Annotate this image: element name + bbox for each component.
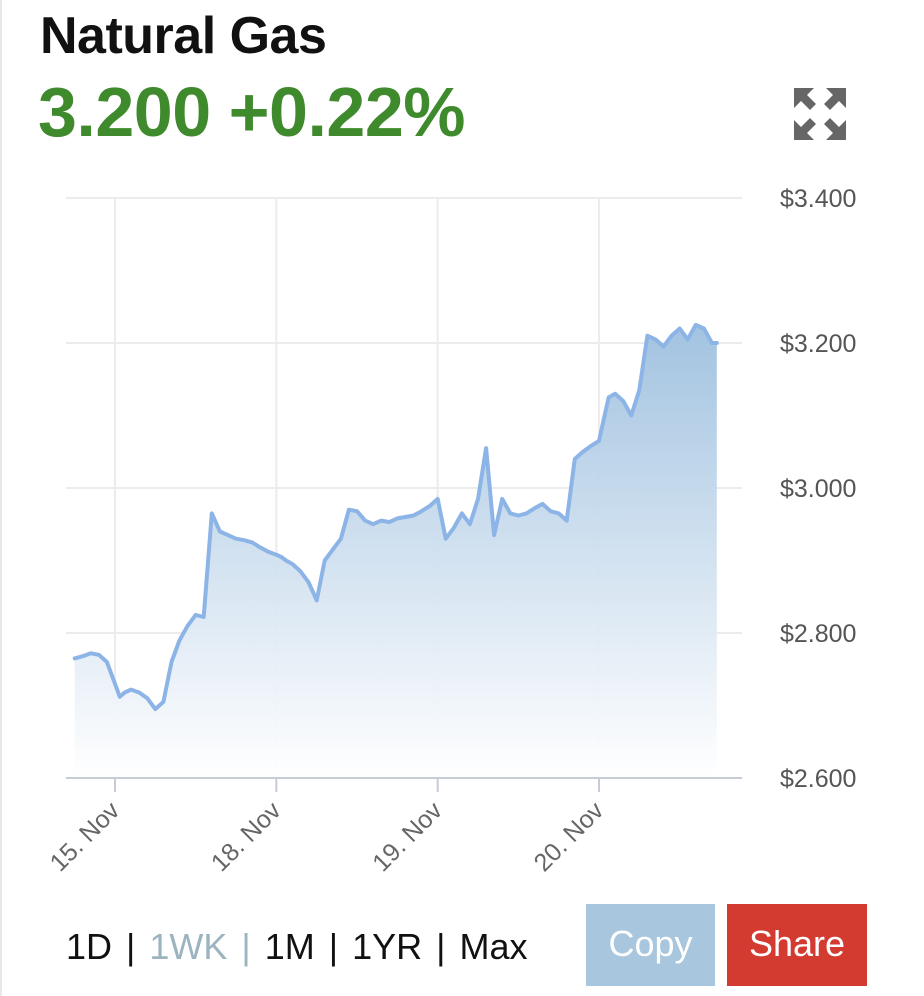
copy-button[interactable]: Copy (586, 904, 715, 986)
x-tick-label: 19. Nov (367, 796, 448, 877)
y-tick-label: $3.200 (780, 330, 856, 358)
range-separator: | (126, 926, 136, 967)
y-tick-label: $3.400 (780, 185, 856, 213)
expand-button[interactable] (792, 86, 848, 142)
y-tick-label: $3.000 (780, 475, 856, 503)
range-1yr[interactable]: 1YR (352, 926, 423, 967)
series-line (72, 322, 719, 712)
price-change: +0.22% (228, 73, 466, 151)
range-1d[interactable]: 1D (66, 926, 113, 967)
range-max[interactable]: Max (459, 926, 528, 967)
range-separator: | (436, 926, 446, 967)
share-button[interactable]: Share (727, 904, 867, 986)
y-tick-label: $2.600 (780, 765, 856, 793)
price-quote: 3.200 +0.22% (38, 72, 483, 152)
range-selector: 1D | 1WK | 1M | 1YR | Max (66, 926, 528, 968)
price-chart: $2.600 $2.800 $3.000 $3.200 $3.400 15. Nov 18.… (45, 185, 857, 877)
chart-line (72, 322, 719, 712)
x-tick-label: 18. Nov (206, 796, 287, 877)
expand-arrows-icon (794, 88, 846, 140)
series-area (74, 324, 717, 778)
page-title: Natural Gas (40, 7, 327, 65)
x-tick-label: 15. Nov (45, 796, 126, 877)
range-1m[interactable]: 1M (264, 926, 315, 967)
left-border (0, 0, 2, 996)
chart-area (74, 324, 717, 778)
y-tick-label: $2.800 (780, 620, 856, 648)
price-value: 3.200 (38, 73, 211, 151)
range-1wk[interactable]: 1WK (149, 926, 228, 967)
x-tick-label: 20. Nov (529, 796, 610, 877)
range-separator: | (328, 926, 339, 967)
range-separator: | (241, 926, 251, 967)
